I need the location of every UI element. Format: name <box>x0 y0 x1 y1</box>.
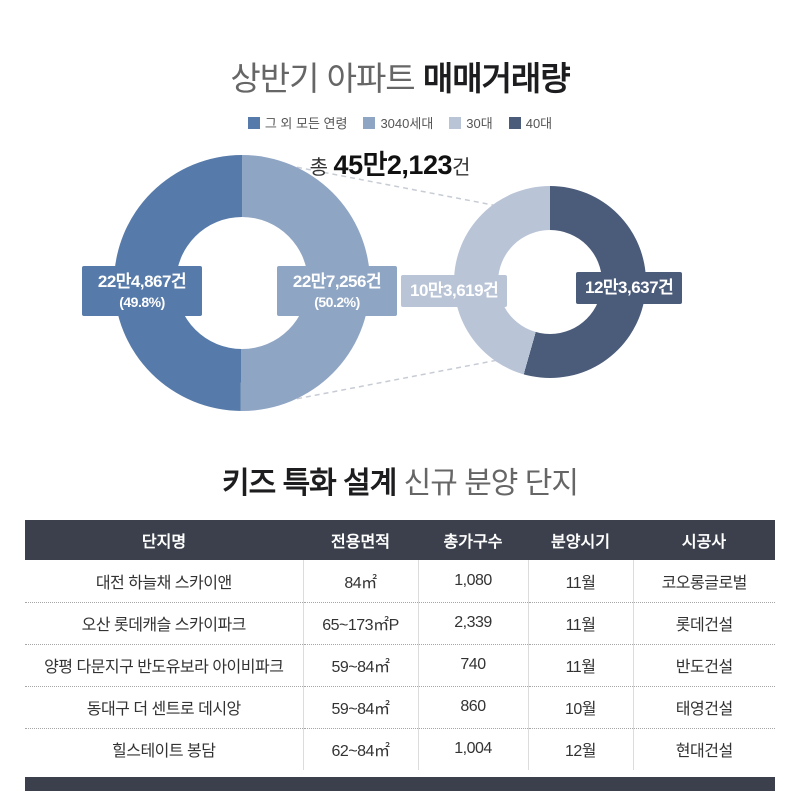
table-cell: 740 <box>417 644 528 687</box>
label-percent: (49.8%) <box>119 294 165 311</box>
chart-title-regular: 상반기 아파트 <box>230 60 423 97</box>
total-value: 45만2,123 <box>333 150 453 180</box>
chart-legend: 그 외 모든 연령 3040세대 30대 40대 <box>0 113 800 132</box>
legend-label: 40대 <box>525 116 553 131</box>
legend-swatch-icon <box>449 116 462 129</box>
table-cell: 62~84㎡ <box>302 728 418 770</box>
table-cell: 10월 <box>527 686 633 729</box>
table-cell: 65~173㎡P <box>302 602 418 645</box>
total-prefix: 총 <box>309 157 334 179</box>
section-title: 키즈 특화 설계 신규 분양 단지 <box>0 458 800 502</box>
table-cell: 롯데건설 <box>632 602 775 645</box>
label-value: 22만4,867건 <box>97 272 187 291</box>
table-cell: 11월 <box>527 560 633 603</box>
table-cell: 힐스테이트 봉담 <box>112 743 216 761</box>
table-cell: 860 <box>417 686 528 729</box>
legend-swatch-icon <box>363 116 376 129</box>
table-cell: 오산 롯데캐슬 스카이파크 <box>25 602 303 645</box>
section-title-regular: 신규 분양 단지 <box>403 467 579 500</box>
legend-item-3040: 3040세대 <box>363 113 433 132</box>
table-row: 양평 다문지구 반도유보라 아이비파크 59~84㎡ 740 11월 반도건설 <box>25 644 775 687</box>
column-header-timing: 분양시기 <box>551 534 610 551</box>
total-suffix: 건 <box>452 157 471 179</box>
section-title-bold: 키즈 특화 설계 <box>222 467 404 500</box>
table-cell: 59~84㎡ <box>302 644 418 687</box>
legend-item-40s: 40대 <box>508 113 553 132</box>
table-cell: 11월 <box>527 644 633 687</box>
legend-swatch-icon <box>508 116 521 129</box>
column-header-builder: 시공사 <box>681 534 727 551</box>
new-complex-table: 단지명 전용면적 총가구수 분양시기 시공사 대전 하늘채 스카이앤 84㎡ 1… <box>25 520 775 770</box>
table-cell: 동대구 더 센트로 데시앙 <box>25 686 303 729</box>
column-header-name: 단지명 <box>141 534 187 551</box>
table-row: 힐스테이트 봉담 62~84㎡ 1,004 12월 현대건설 <box>25 728 775 770</box>
column-header-households: 총가구수 <box>443 534 503 551</box>
label-30s: 10만3,619건 <box>401 275 508 308</box>
table-cell: 84㎡ <box>302 560 418 603</box>
table-row: 동대구 더 센트로 데시앙 59~84㎡ 860 10월 태영건설 <box>25 686 775 729</box>
legend-item-other-ages: 그 외 모든 연령 <box>247 113 348 132</box>
table-cell: 양평 다문지구 반도유보라 아이비파크 <box>25 644 303 687</box>
legend-label: 3040세대 <box>380 116 434 131</box>
label-value: 12만3,637건 <box>585 278 674 297</box>
legend-label: 그 외 모든 연령 <box>264 116 348 131</box>
table-cell: 태영건설 <box>632 686 775 729</box>
table-cell: 대전 하늘채 스카이앤 <box>25 560 303 603</box>
table-cell: 코오롱글로벌 <box>632 560 775 603</box>
label-percent: (50.2%) <box>314 294 360 311</box>
label-3040: 22만7,256건 (50.2%) <box>277 266 397 317</box>
table-cell: 59~84㎡ <box>302 686 418 729</box>
table-cell: 12월 <box>527 728 633 770</box>
legend-item-30s: 30대 <box>449 113 493 132</box>
label-value: 22만7,256건 <box>292 272 382 291</box>
column-header-area: 전용면적 <box>331 534 390 551</box>
label-other-ages: 22만4,867건 (49.8%) <box>82 266 202 317</box>
label-40s: 12만3,637건 <box>576 272 683 305</box>
table-cell: 현대건설 <box>632 728 775 770</box>
table-header-row: 단지명 전용면적 총가구수 분양시기 시공사 <box>25 520 775 560</box>
chart-title: 상반기 아파트 매매거래량 <box>0 52 800 100</box>
chart-title-bold: 매매거래량 <box>422 60 571 97</box>
label-value: 10만3,619건 <box>410 281 499 300</box>
table-row: 대전 하늘채 스카이앤 84㎡ 1,080 11월 코오롱글로벌 <box>25 560 775 603</box>
table-cell: 11월 <box>527 602 633 645</box>
table-cell: 2,339 <box>417 602 528 645</box>
table-cell: 1,004 <box>417 728 528 770</box>
footer-bar <box>25 777 775 791</box>
legend-label: 30대 <box>466 116 493 131</box>
table-cell: 1,080 <box>417 560 528 603</box>
legend-swatch-icon <box>247 116 260 129</box>
table-cell: 반도건설 <box>632 644 775 687</box>
table-row: 오산 롯데캐슬 스카이파크 65~173㎡P 2,339 11월 롯데건설 <box>25 602 775 645</box>
total-count: 총 45만2,123건 <box>250 143 530 182</box>
